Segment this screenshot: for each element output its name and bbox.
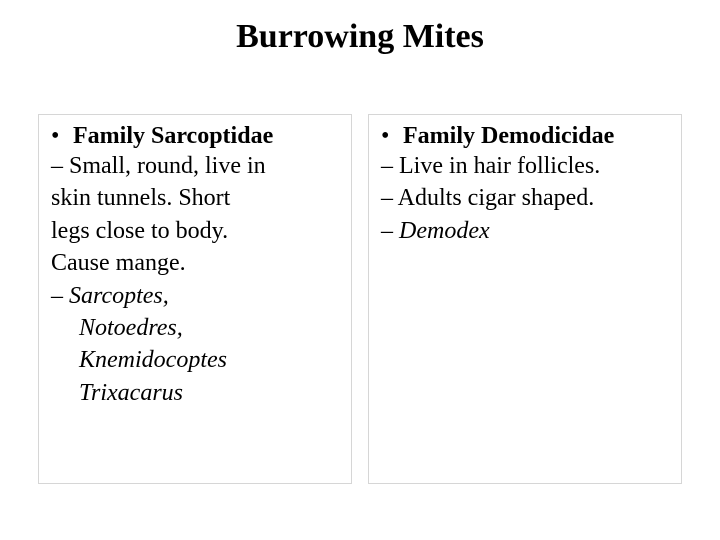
slide: Burrowing Mites • Family Sarcoptidae – S… <box>0 0 720 540</box>
left-genus-line-4: Trixacarus <box>51 377 339 409</box>
right-line-1: – Live in hair follicles. <box>381 150 669 182</box>
bullet-icon: • <box>381 123 403 150</box>
left-bullet-row: • Family Sarcoptidae <box>51 123 339 150</box>
left-desc-line-1: – Small, round, live in <box>51 150 339 182</box>
right-family-heading: Family Demodicidae <box>403 123 614 150</box>
left-genus-line-2: Notoedres, <box>51 312 339 344</box>
left-column: • Family Sarcoptidae – Small, round, liv… <box>38 114 352 484</box>
right-line-2: – Adults cigar shaped. <box>381 182 669 214</box>
columns-container: • Family Sarcoptidae – Small, round, liv… <box>30 114 690 484</box>
right-column: • Family Demodicidae – Live in hair foll… <box>368 114 682 484</box>
right-genus-dash: – <box>381 218 399 244</box>
left-genus-line-3: Knemidocoptes <box>51 344 339 376</box>
slide-title: Burrowing Mites <box>30 18 690 56</box>
bullet-icon: • <box>51 123 73 150</box>
right-genus-name: Demodex <box>399 218 490 244</box>
left-desc-line-3: legs close to body. <box>51 215 339 247</box>
left-genus-line-1: – Sarcoptes, <box>51 280 339 312</box>
right-genus-line: – Demodex <box>381 215 669 247</box>
right-bullet-row: • Family Demodicidae <box>381 123 669 150</box>
left-desc-line-2: skin tunnels. Short <box>51 182 339 214</box>
left-desc-line-4: Cause mange. <box>51 247 339 279</box>
left-family-heading: Family Sarcoptidae <box>73 123 273 150</box>
